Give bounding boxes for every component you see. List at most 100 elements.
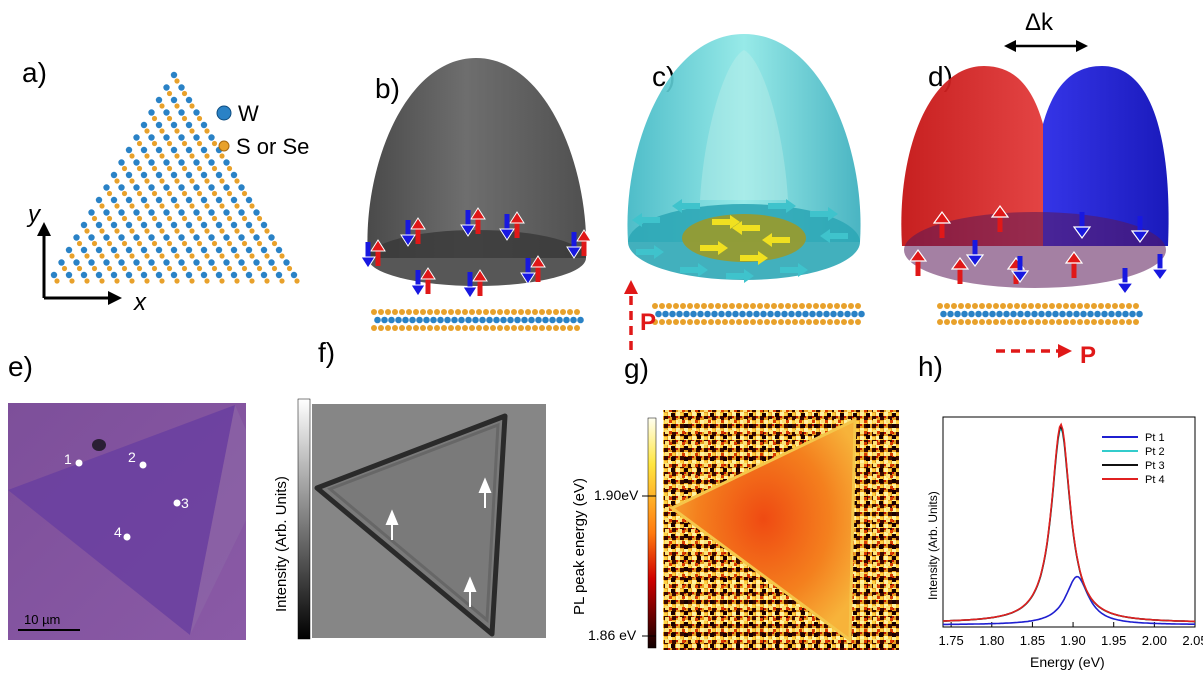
layer-atom-middle xyxy=(1129,310,1136,318)
w-atom xyxy=(155,146,163,154)
chalcogen-atom xyxy=(189,253,195,259)
layer-atom-middle xyxy=(1010,310,1017,318)
pl-map-triangle xyxy=(669,417,857,643)
chalcogen-atom xyxy=(129,203,135,209)
w-atom xyxy=(133,209,140,216)
panel-h: 1.751.801.851.901.952.002.05 Pt 1Pt 2Pt … xyxy=(926,416,1203,670)
w-atom xyxy=(223,209,230,216)
chalcogen-atom xyxy=(166,215,173,222)
layer-atom-top xyxy=(708,303,714,309)
chart-legend-label: Pt 4 xyxy=(1145,474,1165,486)
spin-texture-arrowhead-icon xyxy=(632,213,642,227)
layer-atom-middle xyxy=(816,310,823,318)
chalcogen-atom xyxy=(211,140,218,147)
w-atom xyxy=(245,246,253,254)
chalcogen-atom xyxy=(219,278,225,284)
w-atom xyxy=(133,259,140,266)
layer-atom-bottom xyxy=(972,319,978,325)
w-atom xyxy=(200,246,208,254)
monolayer-b xyxy=(371,309,584,331)
w-atom xyxy=(223,184,230,191)
layer-atom-top xyxy=(427,309,433,315)
w-atom xyxy=(50,271,58,279)
layer-atom-top xyxy=(729,303,735,309)
layer-atom-bottom xyxy=(371,325,377,331)
colorbar-label-g: PL peak energy (eV) xyxy=(571,478,588,615)
layer-atom-top xyxy=(546,309,552,315)
layer-atom-bottom xyxy=(986,319,992,325)
point-4-marker xyxy=(123,533,131,541)
triangular-lattice xyxy=(50,71,300,284)
chalcogen-atom xyxy=(136,190,143,197)
layer-atom-bottom xyxy=(399,325,405,331)
w-atom xyxy=(208,134,215,141)
w-atom xyxy=(193,259,200,266)
layer-atom-top xyxy=(413,309,419,315)
layer-atom-bottom xyxy=(799,319,805,325)
chalcogen-atom xyxy=(166,115,173,122)
spin-down-arrowhead-icon xyxy=(460,224,476,237)
chalcogen-atom xyxy=(219,203,225,209)
spin-up-arrowhead-icon xyxy=(410,217,426,230)
chalcogen-atom xyxy=(84,278,90,284)
layer-atom-middle xyxy=(577,316,584,324)
layer-atom-top xyxy=(1049,303,1055,309)
chalcogen-atom xyxy=(189,278,195,284)
w-atom xyxy=(178,109,185,116)
chalcogen-atom xyxy=(91,215,98,222)
chalcogen-atom xyxy=(114,203,120,209)
w-atom xyxy=(148,159,155,166)
band-paraboloid-gray xyxy=(367,58,587,258)
chalcogen-atom xyxy=(166,240,173,247)
layer-atom-middle xyxy=(430,316,437,324)
chalcogen-atom xyxy=(159,178,165,184)
w-atom xyxy=(73,259,80,266)
chalcogen-atom xyxy=(144,253,150,259)
chalcogen-atom xyxy=(271,265,278,272)
w-atom xyxy=(185,271,193,279)
chalcogen-atom xyxy=(226,190,233,197)
layer-atom-top xyxy=(820,303,826,309)
layer-atom-middle xyxy=(781,310,788,318)
layer-atom-middle xyxy=(437,316,444,324)
layer-atom-top xyxy=(792,303,798,309)
band-paraboloid-cyan xyxy=(627,34,861,242)
w-atom xyxy=(178,184,185,191)
layer-atom-middle xyxy=(1136,310,1143,318)
layer-atom-bottom xyxy=(951,319,957,325)
spin-up-arrowhead-icon xyxy=(470,207,486,220)
layer-atom-bottom xyxy=(687,319,693,325)
w-atom xyxy=(208,209,215,216)
w-atom xyxy=(185,146,193,154)
w-atom xyxy=(155,221,163,229)
w-atom xyxy=(230,271,238,279)
layer-atom-bottom xyxy=(378,325,384,331)
chalcogen-atom xyxy=(151,190,158,197)
layer-atom-top xyxy=(694,303,700,309)
layer-atom-bottom xyxy=(1056,319,1062,325)
w-atom xyxy=(238,259,245,266)
chart-legend-label: Pt 2 xyxy=(1145,446,1165,458)
w-atom xyxy=(155,271,163,279)
chalcogen-atom xyxy=(234,178,240,184)
spin-texture-arrows xyxy=(632,199,848,283)
point-3-marker xyxy=(173,499,181,507)
chalcogen-atom xyxy=(114,178,120,184)
chalcogen-atom xyxy=(226,165,233,172)
layer-atom-bottom xyxy=(1077,319,1083,325)
chalcogen-atom xyxy=(174,78,180,84)
w-atom xyxy=(155,246,163,254)
w-atom xyxy=(193,184,200,191)
w-atom xyxy=(170,71,178,79)
w-atom xyxy=(283,259,290,266)
w-atom xyxy=(223,159,230,166)
layer-atom-middle xyxy=(1073,310,1080,318)
spin-up-arrowhead-icon xyxy=(950,256,970,270)
layer-atom-middle xyxy=(996,310,1003,318)
w-atom xyxy=(118,234,125,241)
w-atom xyxy=(260,271,268,279)
layer-atom-middle xyxy=(753,310,760,318)
chalcogen-atom xyxy=(144,128,150,134)
chalcogen-atom xyxy=(181,165,188,172)
